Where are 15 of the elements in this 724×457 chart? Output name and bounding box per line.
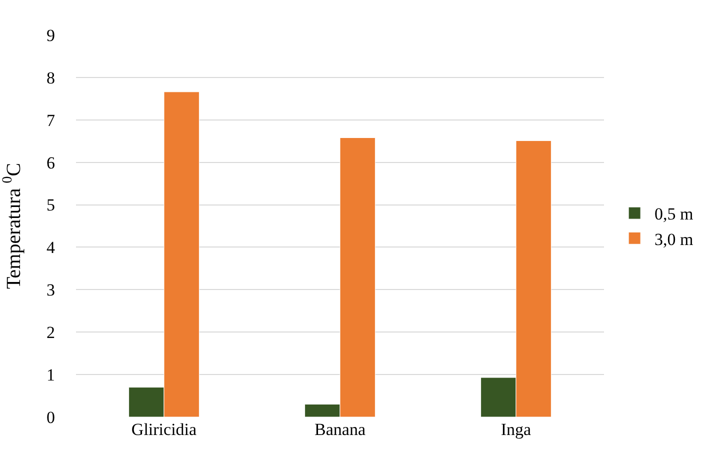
x-tick-label: Gliricidia: [131, 420, 198, 439]
y-tick-label: 3: [46, 280, 55, 300]
y-tick-label: 1: [46, 366, 55, 385]
y-tick-label: 8: [46, 68, 55, 88]
y-tick-label: 2: [46, 323, 55, 342]
y-tick-label: 7: [46, 110, 56, 130]
y-tick-label: 0: [46, 408, 55, 427]
x-tick-label: Inga: [500, 420, 532, 439]
legend-label: 0,5 m: [654, 204, 694, 224]
y-tick-label: 5: [46, 196, 55, 215]
legend-label: 3,0 m: [654, 230, 694, 249]
y-tick-label: 9: [46, 26, 55, 45]
y-tick-label: 6: [46, 153, 55, 172]
y-tick-label: 4: [46, 238, 56, 258]
x-tick-label: Banana: [314, 420, 366, 439]
